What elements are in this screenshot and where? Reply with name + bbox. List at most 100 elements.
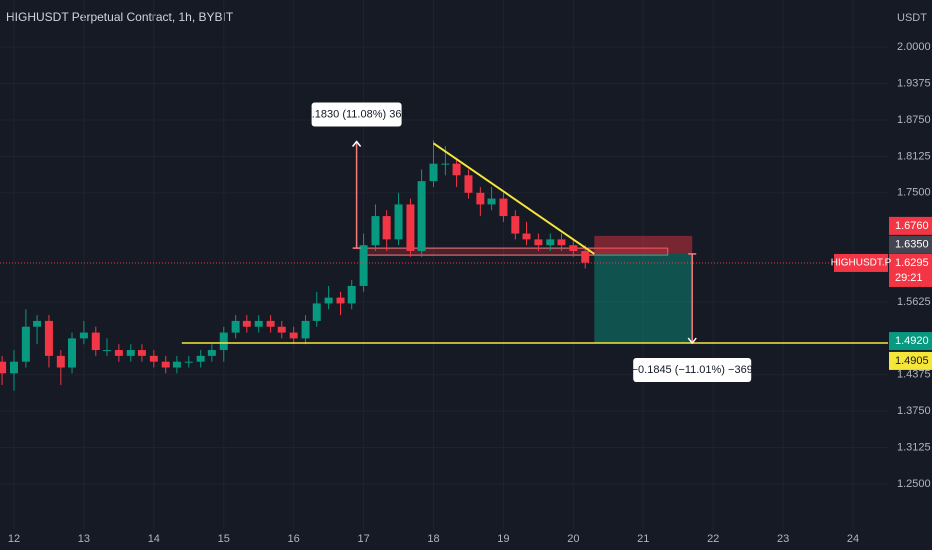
candle-body (312, 303, 321, 321)
candle-body (406, 204, 415, 252)
candle-body (371, 216, 380, 246)
candle-body (476, 192, 485, 205)
candle-body (347, 285, 356, 304)
candle-body (137, 350, 146, 356)
stop-zone (594, 235, 693, 254)
price-tag-label: 1.4920 (895, 335, 929, 347)
last-price-tag (889, 253, 932, 287)
x-tick-label: 20 (567, 533, 579, 545)
candle-body (68, 338, 77, 368)
y-tick-label: 1.9375 (897, 77, 931, 89)
candle-body (33, 320, 42, 327)
candle-body (184, 361, 193, 363)
candle-body (231, 320, 240, 333)
candle-body (161, 361, 170, 368)
x-tick-label: 14 (148, 533, 160, 545)
candle-body (441, 163, 450, 165)
last-price-label: 1.6295 (895, 257, 929, 269)
candle-body (9, 361, 18, 374)
y-tick-label: 1.8750 (897, 114, 931, 126)
candle-body (382, 216, 391, 240)
price-tag (889, 332, 932, 351)
target-zone (594, 253, 693, 344)
measure-label-box (311, 102, 402, 127)
candle-body (324, 297, 333, 304)
x-tick-label: 12 (8, 533, 20, 545)
x-tick-label: 21 (637, 533, 649, 545)
x-tick-label: 16 (288, 533, 300, 545)
candle-body (114, 350, 123, 356)
candle-body (289, 332, 298, 339)
candle-body (242, 320, 251, 327)
candle-body (277, 326, 286, 333)
price-tag (889, 216, 932, 235)
candle-body (336, 297, 345, 304)
candle-body (522, 233, 531, 240)
price-tag (889, 235, 932, 254)
candle-body (126, 350, 135, 356)
candle-body (254, 320, 263, 327)
candle-body (359, 245, 368, 286)
candle-body (172, 361, 181, 368)
candle-body (546, 239, 555, 246)
candle-body (557, 239, 566, 246)
x-tick-label: 24 (847, 533, 859, 545)
chart-title: HIGHUSDT Perpetual Contract, 1h, BYBIT (6, 10, 234, 24)
x-tick-label: 17 (357, 533, 369, 545)
y-tick-label: 1.2500 (897, 478, 931, 490)
measure-head (352, 140, 362, 147)
candle-body (464, 175, 473, 193)
x-tick-label: 22 (707, 533, 719, 545)
price-tag-label: 1.4905 (895, 355, 929, 367)
x-tick-label: 13 (78, 533, 90, 545)
candle-body (44, 320, 53, 356)
candle-body (56, 355, 65, 368)
y-tick-label: 2.0000 (897, 41, 931, 53)
candle-body (91, 332, 100, 351)
currency: USDT (897, 12, 927, 24)
y-tick-label: 1.8125 (897, 150, 931, 162)
countdown: 29:21 (895, 272, 923, 284)
candle-body (394, 204, 403, 240)
candle-body (429, 163, 438, 182)
candle-body (511, 216, 520, 234)
x-tick-label: 23 (777, 533, 789, 545)
price-tag-label: 1.6350 (895, 239, 929, 251)
candle-body (569, 245, 578, 252)
measure-head (687, 337, 697, 345)
candle-body (581, 251, 590, 263)
candle-body (534, 239, 543, 246)
candle-body (102, 350, 111, 352)
measure-label: 0.1830 (11.08%) 366 (306, 108, 408, 120)
price-tag (889, 351, 932, 370)
candle-body (207, 350, 216, 356)
candle-body (219, 332, 228, 351)
candle-body (417, 181, 426, 252)
candle-body (21, 326, 30, 362)
x-tick-label: 19 (497, 533, 509, 545)
candle-body (499, 198, 508, 217)
trendline (432, 142, 595, 255)
y-tick-label: 1.4375 (897, 369, 931, 381)
measure-label-box (633, 358, 752, 383)
candle-body (0, 361, 7, 374)
candle-body (301, 320, 310, 339)
candle-body (452, 163, 461, 176)
x-tick-label: 15 (218, 533, 230, 545)
y-tick-label: 1.7500 (897, 187, 931, 199)
y-tick-label: 1.3125 (897, 441, 931, 453)
x-tick-label: 18 (427, 533, 439, 545)
candle-body (149, 355, 158, 362)
symbol-tag (834, 253, 888, 272)
y-tick-label: 1.3750 (897, 405, 931, 417)
candle-body (79, 332, 88, 339)
candle-body (487, 198, 496, 205)
symbol-label: HIGHUSDT.P (831, 258, 892, 269)
y-tick-label: 1.5625 (897, 296, 931, 308)
candle-body (196, 355, 205, 362)
candle-body (266, 320, 275, 327)
measure-label: −0.1845 (−11.01%) −369 (632, 364, 753, 376)
price-tag-label: 1.6760 (895, 220, 929, 232)
